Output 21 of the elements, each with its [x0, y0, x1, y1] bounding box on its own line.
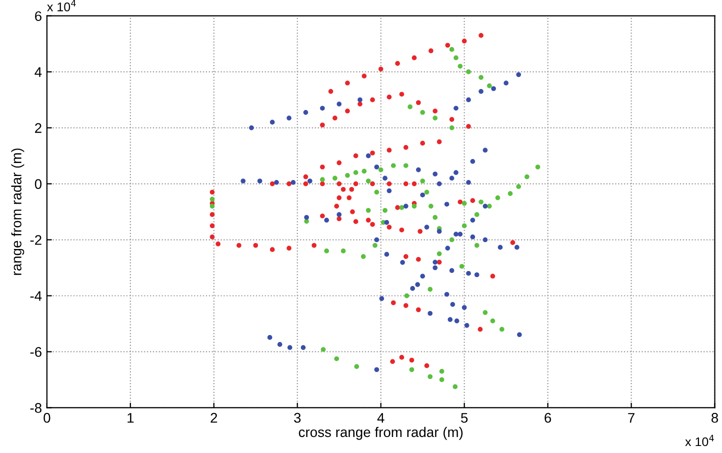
text: x 10$^{4}$ [47, 0, 76, 12]
x-tick-label: 3 [294, 412, 301, 423]
x-tick-label: 5 [461, 413, 468, 423]
y-tick-label: 6 [35, 11, 42, 22]
x-tick-label: 0 [44, 412, 50, 423]
y-tick-label: -4 [30, 291, 42, 301]
x-tick-label: 2 [210, 412, 218, 423]
y-tick-label: 4 [34, 67, 42, 77]
x-tick-label: 1 [128, 413, 134, 423]
y-tick-label: -2 [30, 235, 42, 245]
y-tick-label: 0 [34, 179, 42, 189]
x-axis-title: cross range from radar (m) [298, 426, 463, 440]
y-axis-title: range from radar (m) [11, 148, 24, 275]
x-tick-label: 8 [712, 412, 718, 423]
y-tick-label: -6 [30, 347, 42, 357]
y-tick-label: 2 [35, 123, 42, 133]
y-tick-label: -8 [30, 403, 42, 413]
x-tick-label: 6 [544, 412, 552, 423]
x-tick-label: 7 [628, 413, 634, 423]
x-tick-label: 4 [377, 413, 384, 423]
text: x 10$^{4}$ [685, 434, 714, 446]
